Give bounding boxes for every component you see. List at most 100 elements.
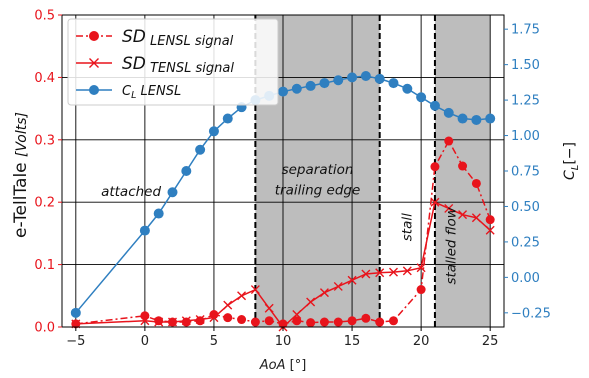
data-point — [89, 58, 99, 68]
y-right-tick-label: 1.00 — [511, 129, 540, 144]
data-point — [347, 275, 357, 285]
x-axis-label-unit: [°] — [285, 358, 306, 373]
data-point — [402, 83, 413, 94]
data-point — [458, 210, 468, 220]
data-point — [89, 85, 99, 95]
axis-labels: AoA [°] e-TellTale [Volts] CL[−] — [11, 112, 581, 373]
y-left-tick-label: 0.4 — [34, 71, 55, 86]
y-right-tick-label: 0.75 — [511, 165, 540, 180]
data-point — [195, 144, 206, 155]
legend-label: SD LENSL signal — [122, 27, 234, 49]
x-tick-label: 10 — [275, 334, 292, 349]
data-point — [485, 215, 495, 225]
legend-entry: SD LENSL signal — [76, 27, 234, 49]
data-point — [89, 31, 99, 41]
data-point — [430, 162, 440, 172]
legend-entry: SD TENSL signal — [76, 54, 234, 76]
y-right-tick-label: 0.00 — [511, 271, 540, 286]
data-point — [360, 70, 371, 81]
axis-ticks: −5 0 5 10 15 20 25 0.0 0.1 0.2 0.3 0.4 0.5 −0.25 0.00 0… — [34, 9, 551, 350]
legend-label-name: SD — [122, 54, 146, 74]
data-point — [306, 318, 316, 328]
region-annotation: trailing edge — [275, 183, 361, 199]
y-axis-right-label: CL[−] — [562, 142, 581, 180]
legend-entry: CL LENSL — [76, 84, 181, 101]
data-point — [374, 73, 385, 84]
data-point — [319, 317, 329, 327]
x-tick-label: 20 — [413, 334, 430, 349]
x-tick-label: 25 — [482, 334, 499, 349]
data-point — [181, 166, 192, 176]
data-point — [278, 319, 288, 329]
y-axis-left-label: e-TellTale [Volts] — [11, 112, 31, 238]
x-tick-label: 15 — [344, 334, 361, 349]
data-point — [223, 300, 233, 310]
y-right-tick-label: 1.50 — [511, 58, 540, 73]
data-point — [485, 225, 495, 235]
y-axis-right-label-unit: [−] — [562, 142, 578, 165]
data-point — [139, 225, 150, 236]
data-point — [306, 297, 316, 307]
data-point — [389, 316, 398, 326]
y-left-tick-label: 0.5 — [34, 9, 55, 24]
data-point — [264, 316, 274, 326]
legend-box — [67, 18, 279, 106]
data-point — [361, 269, 371, 279]
legend: SD LENSL signal SD TENSL signal CL LENSL — [67, 18, 279, 106]
data-point — [250, 317, 260, 327]
y-right-tick-label: −0.25 — [511, 306, 551, 321]
data-point — [347, 72, 358, 83]
y-left-tick-label: 0.3 — [34, 133, 55, 148]
data-point — [416, 285, 426, 295]
data-point — [457, 113, 468, 124]
data-point — [237, 291, 247, 301]
y-axis-right-label-text: C — [562, 170, 578, 180]
data-point — [416, 92, 427, 103]
region-annotation: stall — [399, 213, 415, 241]
data-point — [319, 78, 330, 89]
legend-label-name: SD — [122, 27, 146, 47]
data-point — [361, 313, 371, 323]
data-point — [209, 313, 219, 323]
data-point — [471, 178, 481, 188]
data-point — [416, 263, 426, 273]
y-left-tick-label: 0.0 — [34, 321, 55, 336]
data-point — [278, 86, 288, 97]
data-point — [429, 100, 440, 111]
data-point — [333, 75, 344, 86]
data-point — [264, 303, 274, 313]
data-point — [389, 267, 398, 277]
region-annotation: attached — [101, 184, 161, 200]
shaded-regions — [255, 15, 491, 327]
legend-label-sub: LENSL signal — [146, 34, 234, 49]
data-point — [347, 316, 357, 326]
data-point — [208, 126, 219, 137]
series-2 — [71, 197, 495, 332]
data-point — [458, 161, 468, 171]
data-point — [209, 310, 219, 320]
data-point — [250, 285, 260, 295]
data-point — [471, 114, 482, 125]
annotations: attached separation trailing edge stall stal… — [101, 162, 460, 284]
y-right-tick-label: 1.75 — [511, 23, 540, 38]
y-axis-left-label-unit: [Volts] — [14, 112, 30, 157]
x-tick-label: 5 — [210, 334, 218, 349]
data-point — [70, 307, 81, 318]
data-point — [402, 266, 412, 276]
data-point — [333, 281, 343, 291]
data-point — [153, 208, 164, 219]
legend-label-sub: L — [131, 90, 136, 101]
data-point — [430, 197, 440, 207]
series-1 — [71, 136, 495, 329]
data-point — [168, 317, 177, 327]
data-point — [237, 315, 247, 325]
data-point — [140, 311, 150, 321]
legend-label: CL LENSL — [122, 84, 181, 101]
data-point — [154, 317, 164, 327]
data-point — [444, 136, 454, 146]
y-left-tick-label: 0.1 — [34, 258, 55, 273]
x-tick-label: −5 — [66, 334, 85, 349]
y-right-tick-label: 0.50 — [511, 200, 540, 215]
series-line — [75, 139, 491, 325]
